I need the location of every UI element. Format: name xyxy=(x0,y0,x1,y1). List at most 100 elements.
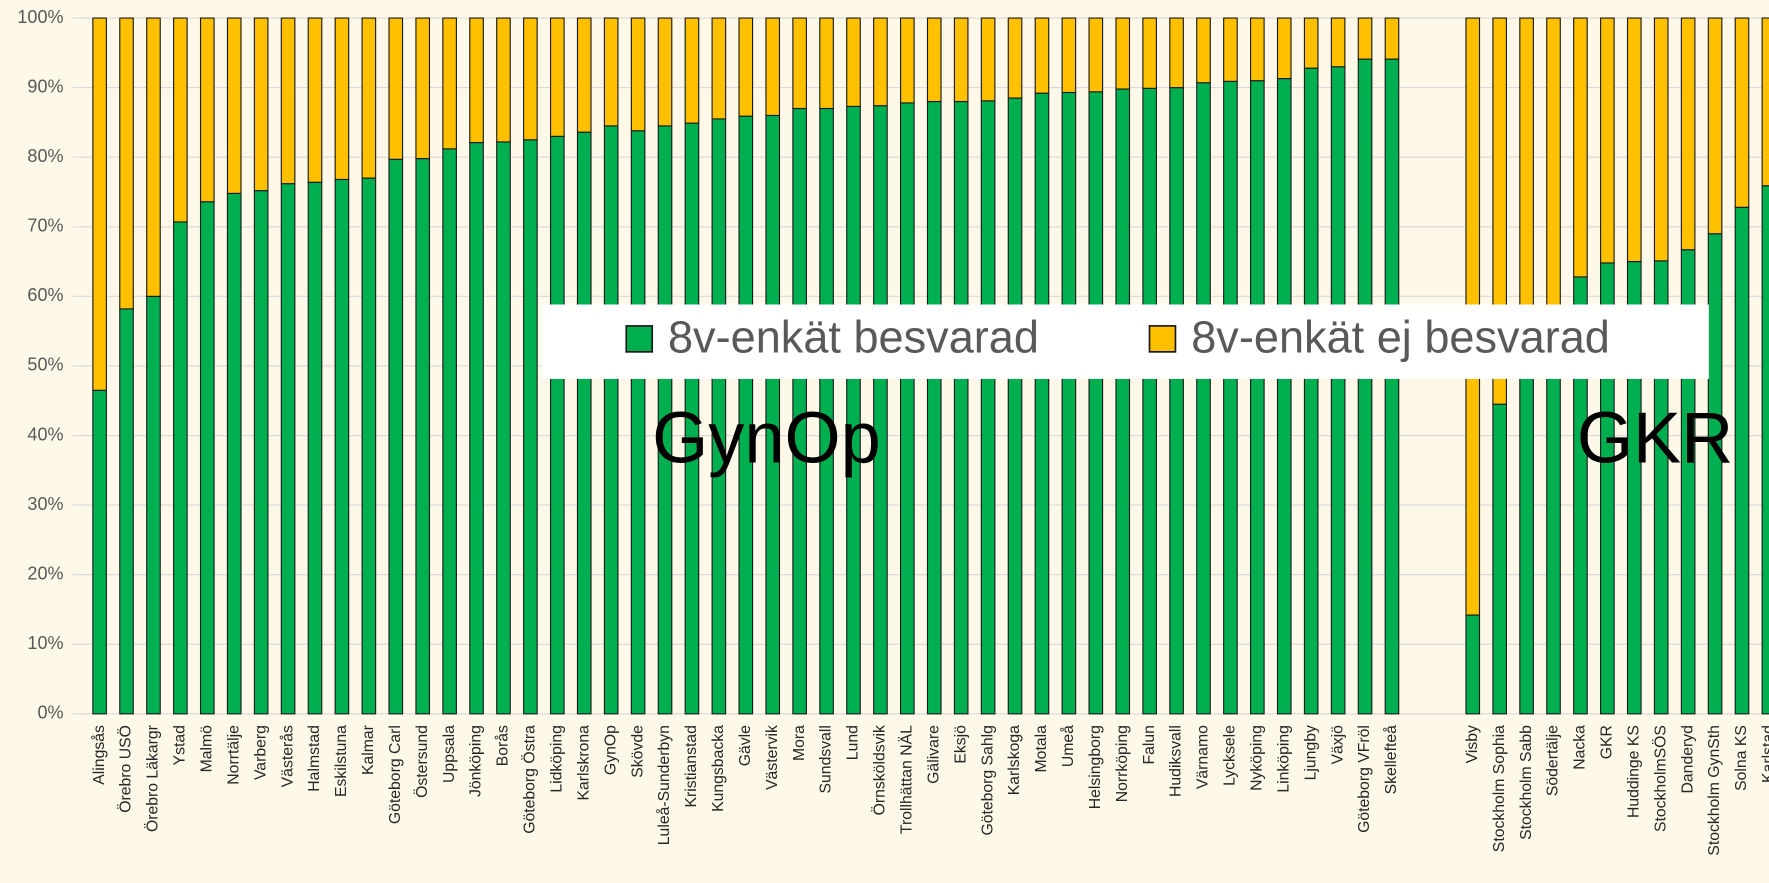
bar-segment xyxy=(1546,17,1561,318)
x-tick-label: Ljungby xyxy=(1302,725,1319,780)
bar-segment xyxy=(226,17,242,194)
legend-swatch xyxy=(1148,325,1177,353)
x-tick-label: Eksjö xyxy=(952,725,969,764)
x-tick-label: Södertälje xyxy=(1545,725,1562,796)
x-tick-label: Luleå-Sunderbyn xyxy=(655,725,673,845)
bar-segment xyxy=(253,17,269,192)
x-tick-label: Visby xyxy=(1464,725,1481,763)
bar-segment xyxy=(1573,17,1588,278)
bar-segment xyxy=(523,139,538,715)
bar-segment xyxy=(1034,17,1050,94)
bar-segment xyxy=(603,125,619,715)
bar-segment xyxy=(873,17,888,107)
bar-segment xyxy=(738,17,754,117)
bar-segment xyxy=(1761,17,1769,187)
x-tick-label: Umeå xyxy=(1059,725,1077,767)
x-tick-label: Helsingborg xyxy=(1087,725,1104,809)
bar-segment xyxy=(1519,330,1534,715)
bar-segment xyxy=(415,17,431,160)
bar-segment xyxy=(576,17,592,133)
annotation: GKR xyxy=(1577,398,1733,478)
x-tick-label: Borås xyxy=(494,725,512,766)
bar-segment xyxy=(1034,92,1050,715)
x-tick-label: Karlstad xyxy=(1760,725,1769,783)
bar-segment xyxy=(199,17,215,203)
x-tick-label: Ystad xyxy=(172,725,189,765)
bar-segment xyxy=(1196,17,1211,84)
bar-segment xyxy=(226,192,242,715)
bar-segment xyxy=(334,17,350,181)
x-tick-label: Karlskrona xyxy=(575,725,592,801)
x-tick-label: Varberg xyxy=(252,725,269,780)
bar-segment xyxy=(442,17,457,150)
bar-segment xyxy=(576,131,592,715)
x-tick-label: Malmö xyxy=(198,725,215,773)
bar-segment xyxy=(1169,17,1184,89)
y-tick-label: 100% xyxy=(17,7,63,27)
bar-segment xyxy=(900,102,915,715)
x-tick-label: StockholmSÖS xyxy=(1651,725,1669,832)
bar-segment xyxy=(1330,66,1346,715)
bar-segment xyxy=(684,17,700,124)
y-tick-label: 0% xyxy=(37,703,63,723)
bar-segment xyxy=(388,158,404,715)
y-tick-label: 10% xyxy=(27,633,63,653)
x-tick-label: Sundsvall xyxy=(818,725,835,793)
x-tick-label: Örebro Läkargr xyxy=(144,725,162,832)
x-tick-label: Karlskoga xyxy=(1006,725,1023,795)
bar-segment xyxy=(630,17,646,132)
y-tick-label: 90% xyxy=(27,76,63,96)
x-tick-label: Stockholm Sophia xyxy=(1491,725,1508,852)
bar-segment xyxy=(1088,91,1104,715)
bar-segment xyxy=(146,295,161,715)
x-tick-label: Uppsala xyxy=(441,725,458,783)
bar-segment xyxy=(1007,17,1023,99)
x-tick-label: Lycksele xyxy=(1222,725,1239,786)
y-tick-label: 60% xyxy=(27,285,63,305)
x-tick-label: Kristianstad xyxy=(683,725,700,807)
x-tick-label: Jönköping xyxy=(468,725,485,797)
x-tick-label: Växjö xyxy=(1329,725,1346,765)
bar-segment xyxy=(1707,17,1723,235)
x-tick-label: Värnamo xyxy=(1195,725,1212,789)
bar-segment xyxy=(496,141,511,715)
y-tick-label: 30% xyxy=(27,494,63,514)
x-tick-label: Lidköping xyxy=(548,725,565,793)
bar-segment xyxy=(846,17,861,107)
x-tick-label: Falun xyxy=(1141,725,1158,764)
x-tick-label: Kungsbacka xyxy=(710,725,727,812)
bar-segment xyxy=(146,17,161,297)
legend-swatch xyxy=(625,325,654,353)
x-tick-label: Östersund xyxy=(413,725,431,798)
bar-segment xyxy=(1223,80,1238,715)
bar-segment xyxy=(92,17,107,391)
bar-segment xyxy=(1465,614,1481,715)
x-tick-label: Göteborg Carl xyxy=(387,725,404,824)
bar-segment xyxy=(1276,78,1292,715)
x-tick-label: Skellefteå xyxy=(1382,725,1400,794)
x-tick-label: Motala xyxy=(1033,725,1050,773)
bar-segment xyxy=(1088,17,1104,93)
x-tick-label: Västerås xyxy=(278,725,296,787)
bar-segment xyxy=(980,100,996,715)
bar-segment xyxy=(1196,82,1211,715)
bar-segment xyxy=(980,17,996,102)
bar-segment xyxy=(1734,206,1750,715)
bar-segment xyxy=(173,221,188,715)
bar-segment xyxy=(1761,185,1769,715)
bar-segment xyxy=(1142,17,1157,89)
x-tick-label: Lund xyxy=(845,725,862,760)
bar-segment xyxy=(1007,97,1023,715)
x-tick-label: Stockholm Sabb xyxy=(1518,725,1535,840)
legend-label: 8v-enkät besvarad xyxy=(668,311,1039,362)
x-tick-label: Eskilstuna xyxy=(333,725,350,797)
bar-segment xyxy=(1276,17,1292,80)
bar-segment xyxy=(361,17,377,179)
x-tick-label: Göteborg Sahlg xyxy=(979,725,996,835)
x-tick-label: Norrtälje xyxy=(225,725,242,785)
bar-segment xyxy=(1061,91,1077,715)
bar-segment xyxy=(1115,17,1131,90)
bar-segment xyxy=(1115,88,1131,715)
